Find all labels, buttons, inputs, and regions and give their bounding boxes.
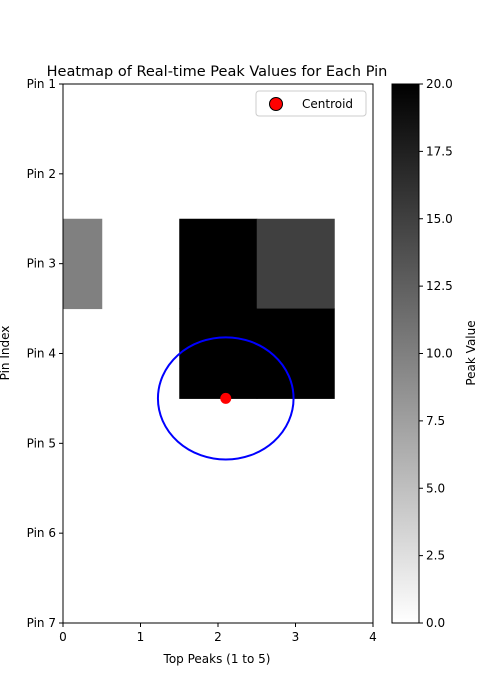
- chart-title: Heatmap of Real-time Peak Values for Eac…: [47, 64, 388, 80]
- colorbar-ticks: 0.0 2.5 5.0 7.5 10.0 12.5 15.0 17.5 20.0: [419, 77, 453, 630]
- y-tick-label: Pin 1: [27, 77, 56, 91]
- y-tick-label: Pin 3: [27, 257, 56, 271]
- heatmap-cell: [256, 218, 335, 310]
- y-tick-label: Pin 6: [27, 526, 56, 540]
- colorbar-label: Peak Value: [464, 320, 478, 385]
- legend-centroid-marker: [269, 97, 283, 111]
- colorbar-tick-label: 0.0: [426, 616, 445, 630]
- x-tick-label: 3: [292, 630, 300, 644]
- colorbar-tick-label: 20.0: [426, 77, 453, 91]
- centroid-marker: [220, 392, 232, 404]
- heatmap-cell: [256, 308, 335, 399]
- heatmap-cell: [63, 218, 103, 310]
- x-axis-ticks: 0 1 2 3 4: [59, 623, 377, 644]
- heatmap-cell: [179, 308, 258, 399]
- colorbar-tick-label: 2.5: [426, 549, 445, 563]
- colorbar-tick-label: 15.0: [426, 212, 453, 226]
- colorbar-tick-label: 17.5: [426, 144, 453, 158]
- x-tick-label: 4: [369, 630, 377, 644]
- overlay-layer: [156, 336, 295, 461]
- legend-box: [255, 90, 367, 117]
- legend-centroid-label: Centroid: [302, 97, 353, 111]
- y-tick-label: Pin 5: [27, 436, 56, 450]
- x-axis-label: Top Peaks (1 to 5): [163, 652, 271, 666]
- colorbar-tick-label: 7.5: [426, 414, 445, 428]
- legend: Centroid: [255, 90, 367, 117]
- y-tick-label: Pin 7: [27, 616, 56, 630]
- colorbar-tick-label: 5.0: [426, 481, 445, 495]
- spread-ellipse: [156, 336, 295, 461]
- colorbar-gradient: [391, 83, 420, 624]
- x-tick-label: 2: [214, 630, 222, 644]
- y-tick-label: Pin 2: [27, 167, 56, 181]
- x-tick-label: 0: [59, 630, 67, 644]
- heatmap-cell: [179, 218, 258, 310]
- y-axis-ticks: Pin 1 Pin 2 Pin 3 Pin 4 Pin 5 Pin 6 Pin 7: [27, 77, 63, 630]
- colorbar-tick-label: 12.5: [426, 279, 453, 293]
- colorbar-tick-label: 10.0: [426, 347, 453, 361]
- x-tick-label: 1: [137, 630, 145, 644]
- heatmap-cells: [63, 218, 335, 399]
- y-axis-label: Pin Index: [0, 326, 12, 381]
- y-tick-label: Pin 4: [27, 347, 56, 361]
